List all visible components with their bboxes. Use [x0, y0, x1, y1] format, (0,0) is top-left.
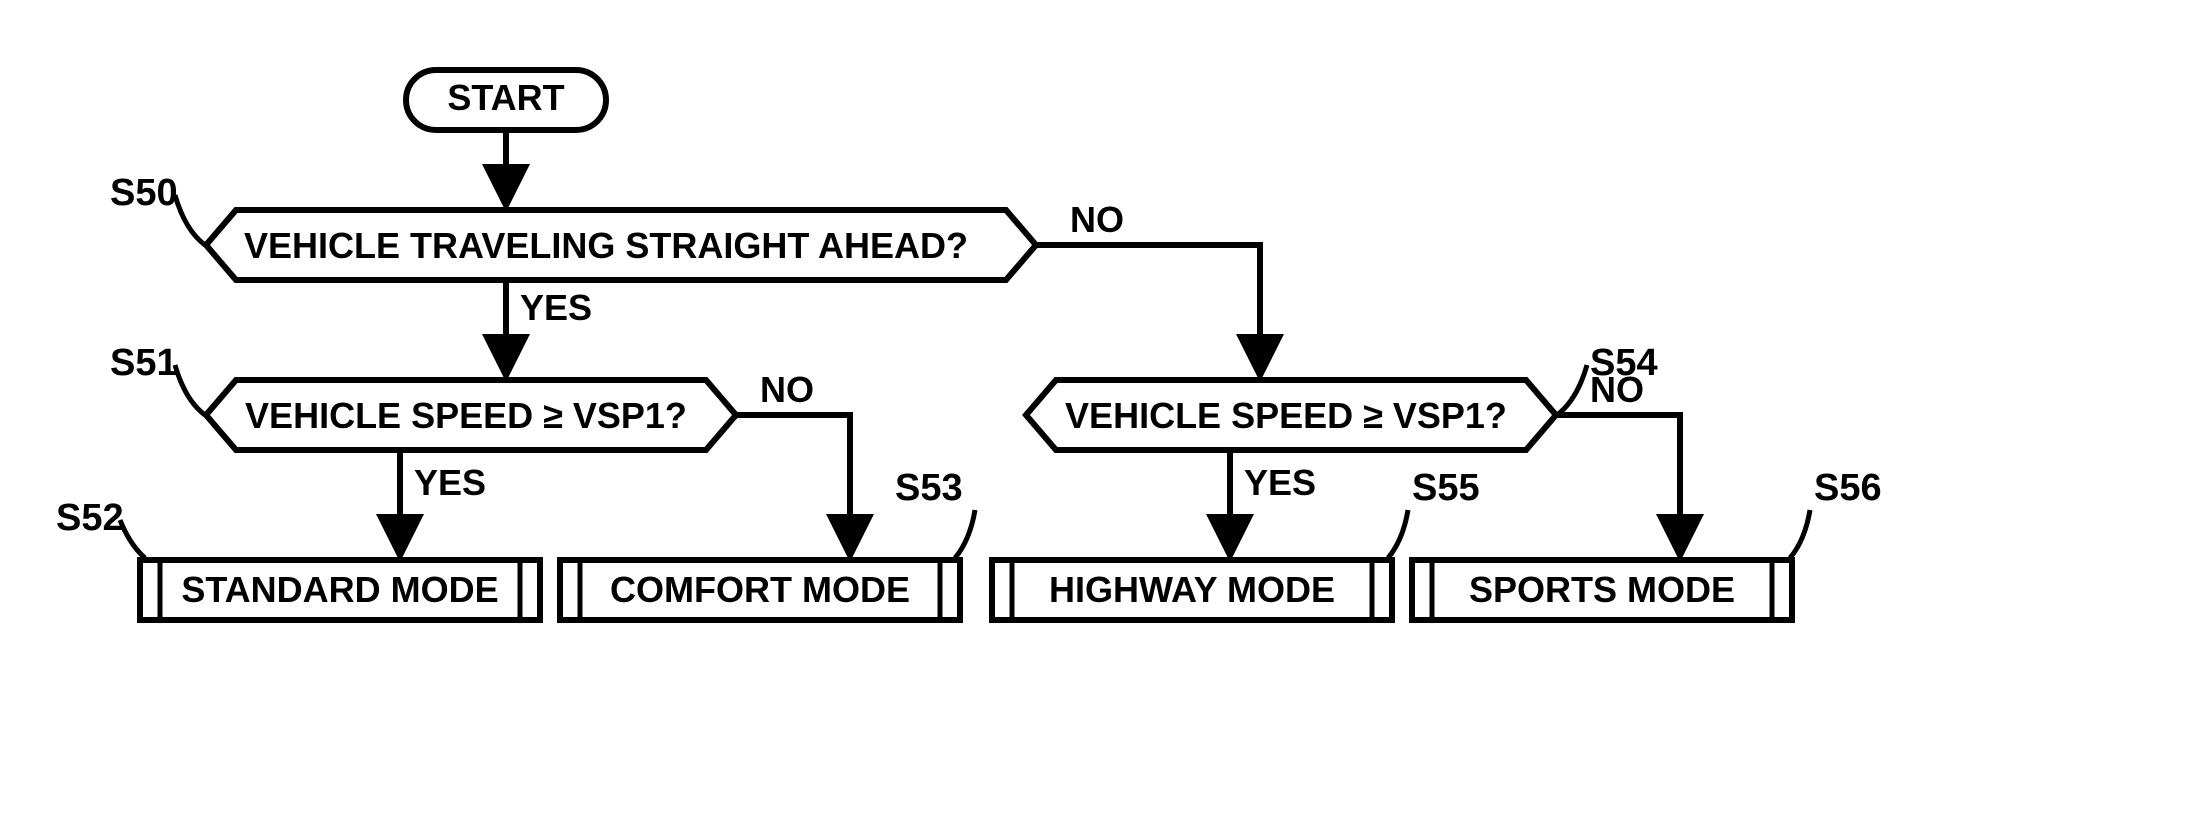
step-label-s56: S56	[1814, 467, 1882, 509]
start-node: START	[406, 70, 606, 130]
step-label-s52: S52	[56, 497, 124, 539]
leader-s53	[955, 510, 975, 558]
process-s55: HIGHWAY MODE	[992, 560, 1392, 620]
start-label: START	[447, 77, 564, 118]
decision-s50-text: VEHICLE TRAVELING STRAIGHT AHEAD?	[244, 225, 968, 266]
edge-s50-s54	[1036, 245, 1260, 374]
edge-label-no-2: NO	[760, 369, 814, 410]
leader-s50	[175, 195, 205, 245]
decision-s51-text: VEHICLE SPEED ≥ VSP1?	[245, 395, 687, 436]
edge-label-no-1: NO	[1070, 199, 1124, 240]
process-s53: COMFORT MODE	[560, 560, 960, 620]
process-s52: STANDARD MODE	[140, 560, 540, 620]
flowchart-canvas: START VEHICLE TRAVELING STRAIGHT AHEAD? …	[0, 0, 2198, 814]
decision-s51: VEHICLE SPEED ≥ VSP1?	[206, 380, 736, 450]
leader-s54	[1557, 365, 1587, 415]
edge-label-no-3: NO	[1590, 369, 1644, 410]
edge-label-yes-2: YES	[414, 462, 486, 503]
leader-s52	[120, 520, 145, 558]
process-s53-text: COMFORT MODE	[610, 569, 910, 610]
decision-s50: VEHICLE TRAVELING STRAIGHT AHEAD?	[206, 210, 1036, 280]
step-label-s53: S53	[895, 467, 963, 509]
step-label-s51: S51	[110, 342, 178, 384]
process-s56: SPORTS MODE	[1412, 560, 1792, 620]
decision-s54-text: VEHICLE SPEED ≥ VSP1?	[1065, 395, 1507, 436]
edge-s54-s56	[1556, 415, 1680, 554]
process-s52-text: STANDARD MODE	[181, 569, 498, 610]
process-s55-text: HIGHWAY MODE	[1049, 569, 1335, 610]
flowchart-svg: START VEHICLE TRAVELING STRAIGHT AHEAD? …	[0, 0, 2198, 814]
step-label-s50: S50	[110, 172, 178, 214]
step-label-s55: S55	[1412, 467, 1480, 509]
edge-label-yes-1: YES	[520, 287, 592, 328]
leader-s51	[175, 365, 205, 415]
leader-s56	[1790, 510, 1810, 558]
edge-label-yes-3: YES	[1244, 462, 1316, 503]
process-s56-text: SPORTS MODE	[1469, 569, 1735, 610]
edge-s51-s53	[736, 415, 850, 554]
leader-s55	[1388, 510, 1408, 558]
decision-s54: VEHICLE SPEED ≥ VSP1?	[1026, 380, 1556, 450]
